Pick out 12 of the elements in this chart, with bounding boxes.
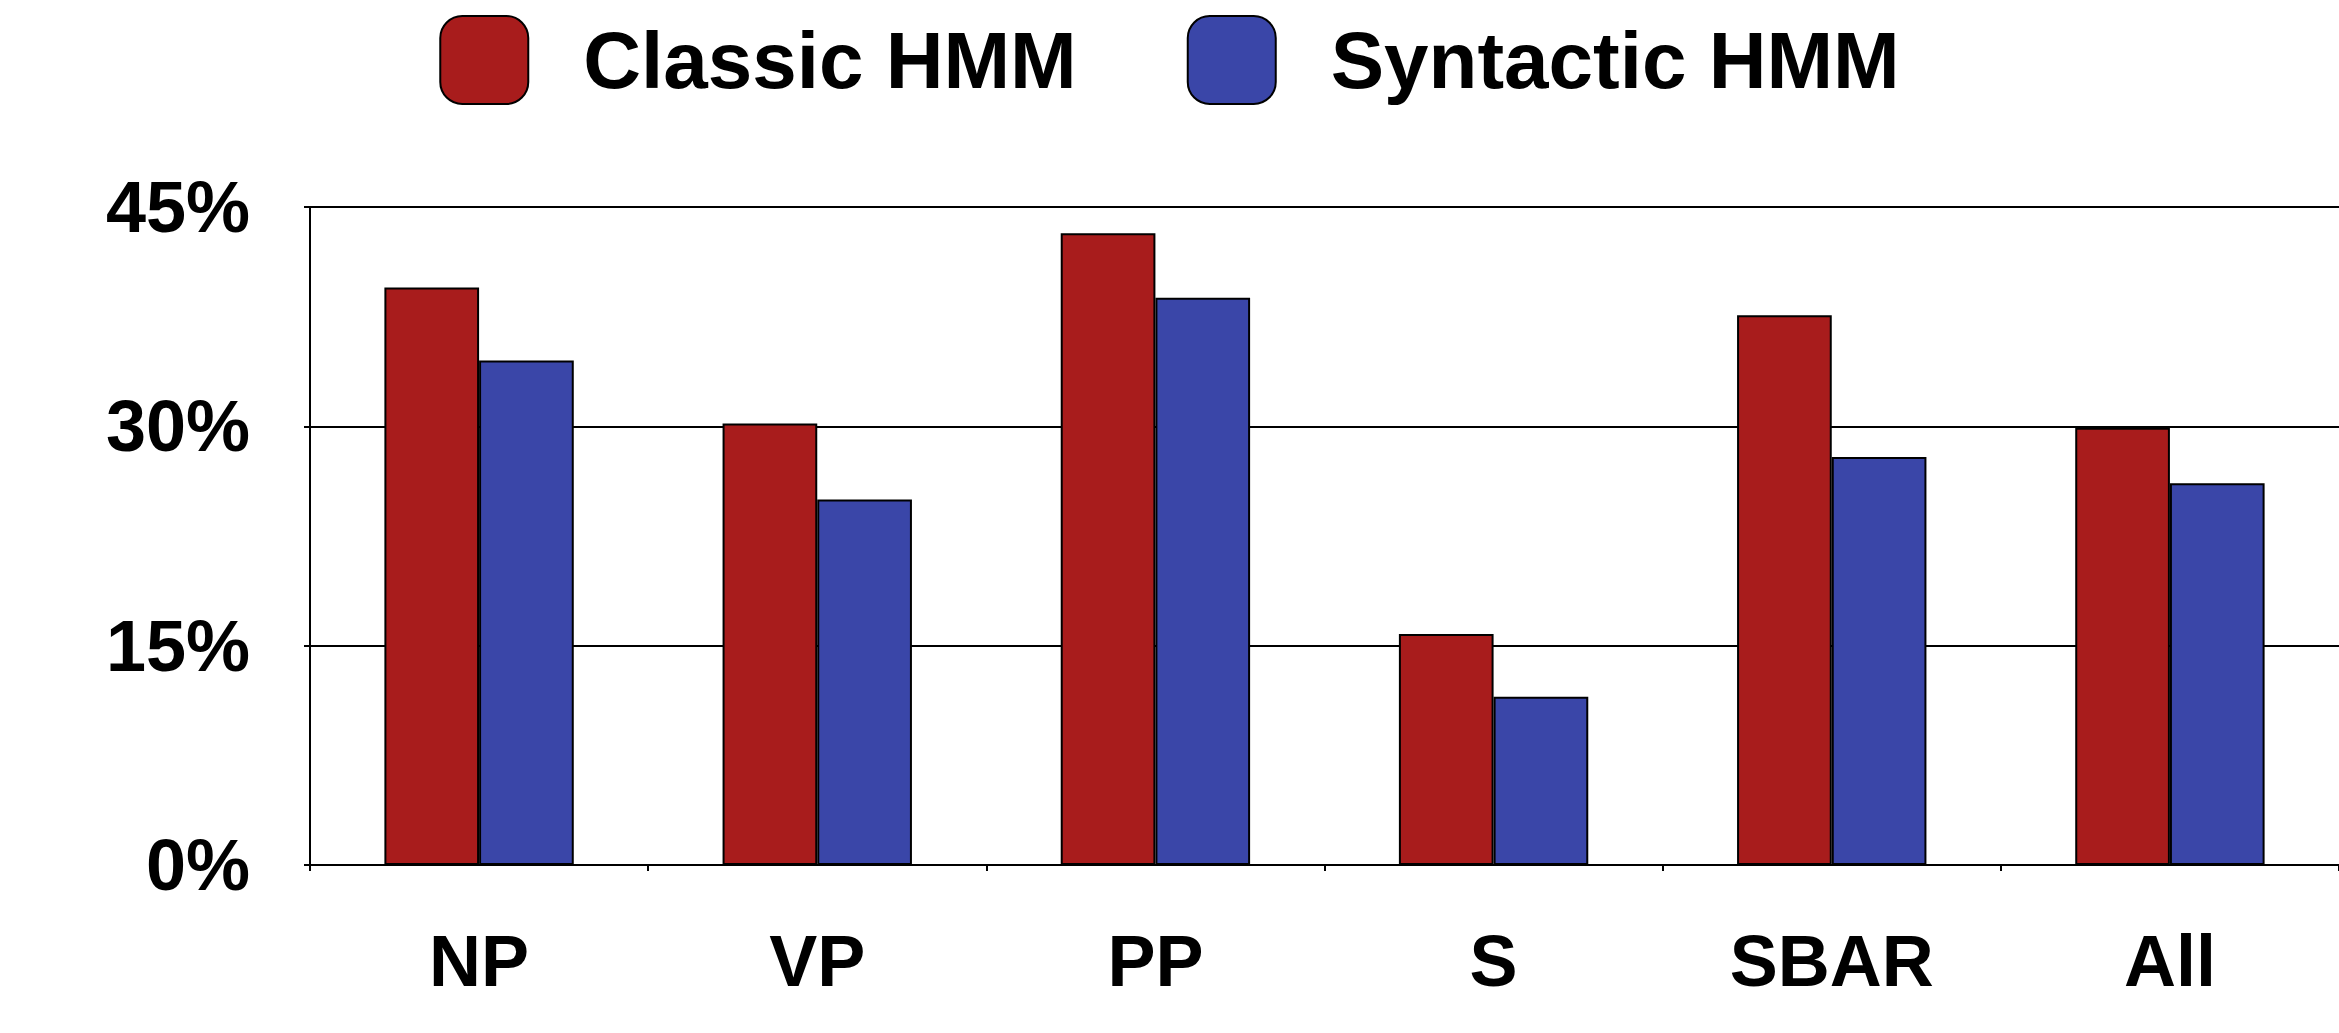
x-tick-label: All [2123,921,2216,1001]
x-tick-label: VP [769,921,866,1001]
x-tick-label: S [1469,921,1518,1001]
y-tick-label: 30% [105,386,250,467]
y-tick-label: 45% [105,167,250,247]
y-tick-label: 0% [145,825,250,905]
x-tick-label: PP [1107,921,1204,1001]
legend-label: Classic HMM [583,15,1077,105]
y-tick-label: 15% [105,605,250,686]
legend-label: Syntactic HMM [1330,15,1900,105]
x-tick-label: SBAR [1729,921,1934,1001]
x-tick-label: NP [429,921,530,1001]
